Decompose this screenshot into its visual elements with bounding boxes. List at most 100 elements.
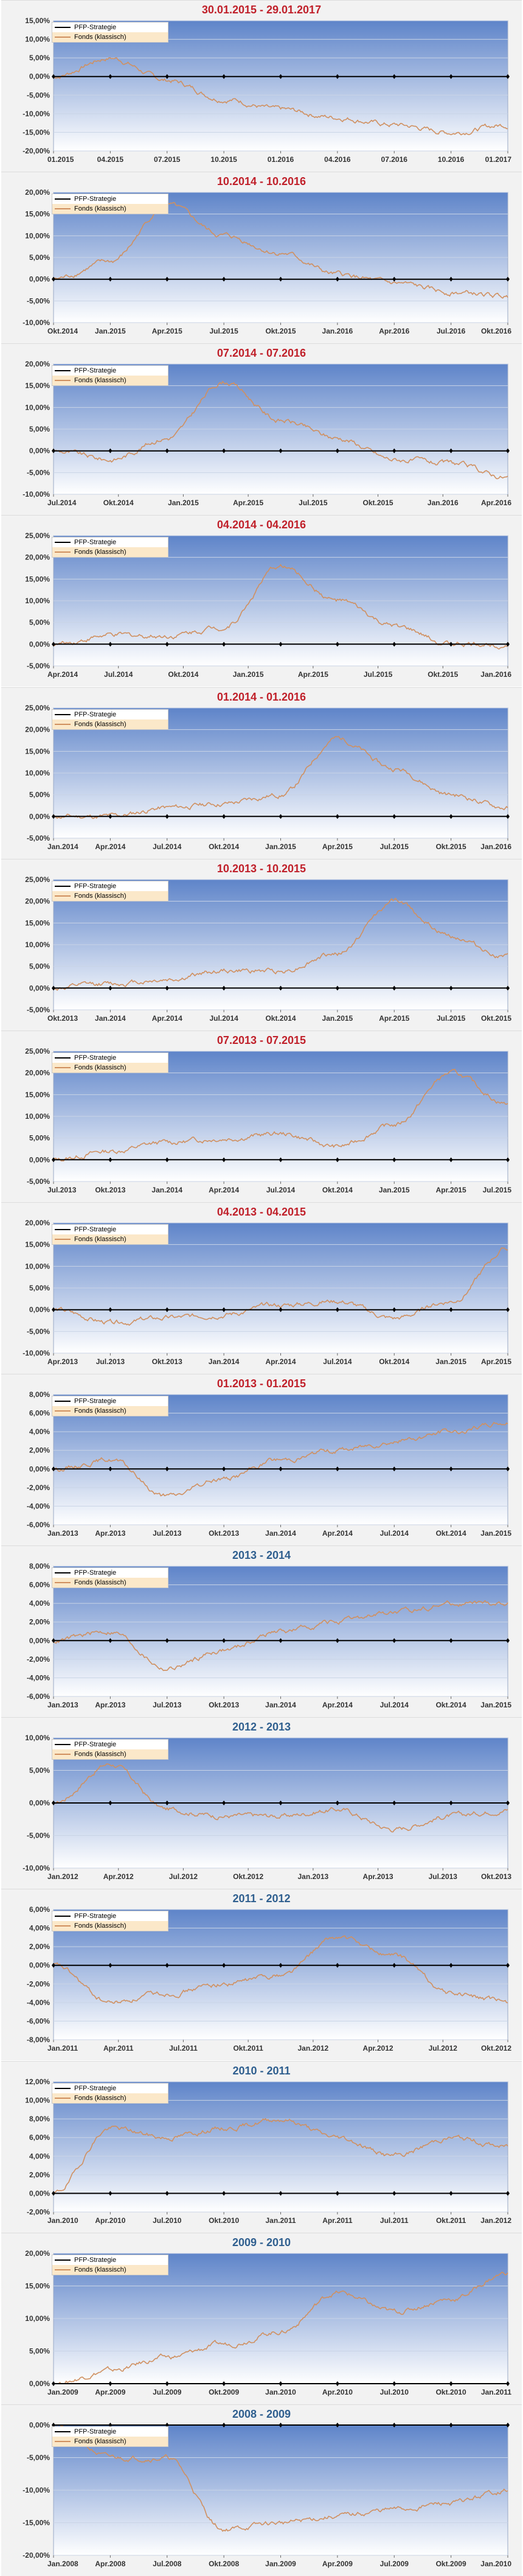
chart-panel: 2011 - 2012 6,00% 4,00% 2,00% 0,00% -2,00% -4,… [0,1889,523,2060]
data-point-pfp-strategie [392,985,397,991]
data-point-pfp-strategie [165,2381,169,2386]
y-tick-label: 5,00% [29,1134,50,1143]
y-tick-label: 15,00% [25,382,50,390]
x-tick-label: Jul.2015 [209,327,238,335]
legend-label: PFP-Strategie [74,1913,117,1920]
legend-swatch [55,198,71,200]
data-point-pfp-strategie [335,276,339,282]
x-tick-label: Jul.2014 [153,842,182,851]
legend: PFP-Strategie Fonds (klassisch) [52,2255,168,2275]
y-tick-label: 10,00% [25,2314,50,2323]
data-point-pfp-strategie [335,985,339,991]
x-tick-label: Jan.2008 [47,2560,78,2568]
legend-entry: PFP-Strategie [52,2084,168,2093]
legend-label: Fonds (klassisch) [74,2438,126,2445]
data-point-pfp-strategie [506,2423,510,2427]
x-tick-label: Okt.2010 [209,2216,239,2225]
data-point-pfp-strategie [335,1801,339,1805]
x-tick-label: Apr.2010 [95,2216,125,2225]
series-line-fonds [53,1600,508,1671]
legend-swatch [55,1572,71,1573]
data-point-pfp-strategie [449,2423,453,2427]
y-tick-label: 10,00% [25,1734,50,1742]
data-point-pfp-strategie [506,985,510,991]
x-tick-label: Okt.2012 [481,2044,511,2053]
x-tick-label: Jan.2016 [480,842,511,851]
x-tick-label: Jan.2012 [297,2044,328,2053]
data-point-pfp-strategie [335,1962,339,1968]
y-tick-label: -5,00% [27,468,50,477]
x-tick-label: Apr.2014 [322,1529,353,1538]
legend-swatch [55,2269,71,2270]
legend-label: Fonds (klassisch) [74,1751,126,1758]
x-tick-label: Apr.2015 [233,499,263,507]
x-tick-label: Jan.2014 [151,1186,182,1194]
x-tick-label: Jul.2013 [153,1529,182,1538]
data-point-pfp-strategie [222,1801,226,1805]
legend-swatch [55,2088,71,2089]
legend-label: Fonds (klassisch) [74,205,126,212]
y-tick-label: 0,00% [29,1155,50,1164]
legend-entry: Fonds (klassisch) [52,719,168,729]
x-tick-label: Okt.2013 [95,1186,125,1194]
y-tick-label: 0,00% [29,1961,50,1970]
chart-panel: 07.2014 - 07.2016 20,00% 15,00% 10,00% 5,00%… [0,343,523,515]
legend-entry: Fonds (klassisch) [52,1921,168,1931]
chart-title: 04.2014 - 04.2016 [216,519,307,531]
legend-swatch [55,542,71,543]
data-point-pfp-strategie [449,1962,453,1968]
data-point-pfp-strategie [222,1157,226,1163]
data-point-pfp-strategie [335,1638,339,1643]
x-tick-label: Okt.2008 [209,2560,239,2568]
x-tick-label: Okt.2011 [233,2044,263,2053]
x-tick-label: Okt.2015 [265,327,296,335]
data-point-pfp-strategie [335,814,339,819]
y-tick-label: 15,00% [25,16,50,25]
legend: PFP-Strategie Fonds (klassisch) [52,1224,168,1245]
y-tick-label: 5,00% [29,253,50,262]
legend-label: PFP-Strategie [74,539,117,546]
legend-entry: Fonds (klassisch) [52,1406,168,1416]
legend-swatch [55,1239,71,1240]
y-tick-label: 15,00% [25,1090,50,1099]
data-point-pfp-strategie [222,1466,226,1472]
y-tick-label: 4,00% [29,1924,50,1933]
chart-title: 2011 - 2012 [232,1892,291,1905]
chart-title: 30.01.2015 - 29.01.2017 [201,4,322,16]
legend-label: Fonds (klassisch) [74,33,126,41]
legend-entry: PFP-Strategie [52,366,168,376]
y-tick-label: -10,00% [23,1349,50,1357]
legend-entry: Fonds (klassisch) [52,32,168,42]
x-tick-label: Jul.2008 [153,2560,182,2568]
legend: PFP-Strategie Fonds (klassisch) [52,1052,168,1073]
data-point-pfp-strategie [392,2191,397,2196]
data-point-pfp-strategie [449,74,453,79]
y-tick-label: 20,00% [25,897,50,906]
y-tick-label: 10,00% [25,2096,50,2105]
y-tick-label: 5,00% [29,2347,50,2356]
series-line-fonds [53,564,508,650]
x-tick-label: Apr.2015 [152,327,182,335]
legend-swatch [55,1754,71,1755]
chart-title: 07.2013 - 07.2015 [216,1034,307,1046]
x-tick-label: 01.2015 [47,155,74,164]
legend-label: PFP-Strategie [74,1398,117,1405]
legend-label: Fonds (klassisch) [74,548,126,556]
x-tick-label: Jul.2015 [380,842,409,851]
data-point-pfp-strategie [449,985,453,991]
legend-swatch [55,2431,71,2432]
chart-title: 10.2013 - 10.2015 [216,863,307,875]
chart-panel: 04.2014 - 04.2016 25,00% 20,00% 15,00% 10,00… [0,515,523,687]
data-point-pfp-strategie [222,2191,226,2196]
data-point-pfp-strategie [279,2423,283,2427]
y-tick-label: -10,00% [23,110,50,118]
data-point-pfp-strategie [222,448,226,453]
series-line-fonds [53,201,508,299]
legend-entry: Fonds (klassisch) [52,376,168,385]
y-tick-label: 0,00% [29,984,50,992]
x-tick-label: Jul.2014 [380,1701,409,1709]
y-tick-label: 20,00% [25,1219,50,1227]
x-tick-label: Okt.2011 [436,2216,466,2225]
legend-swatch [55,1582,71,1583]
